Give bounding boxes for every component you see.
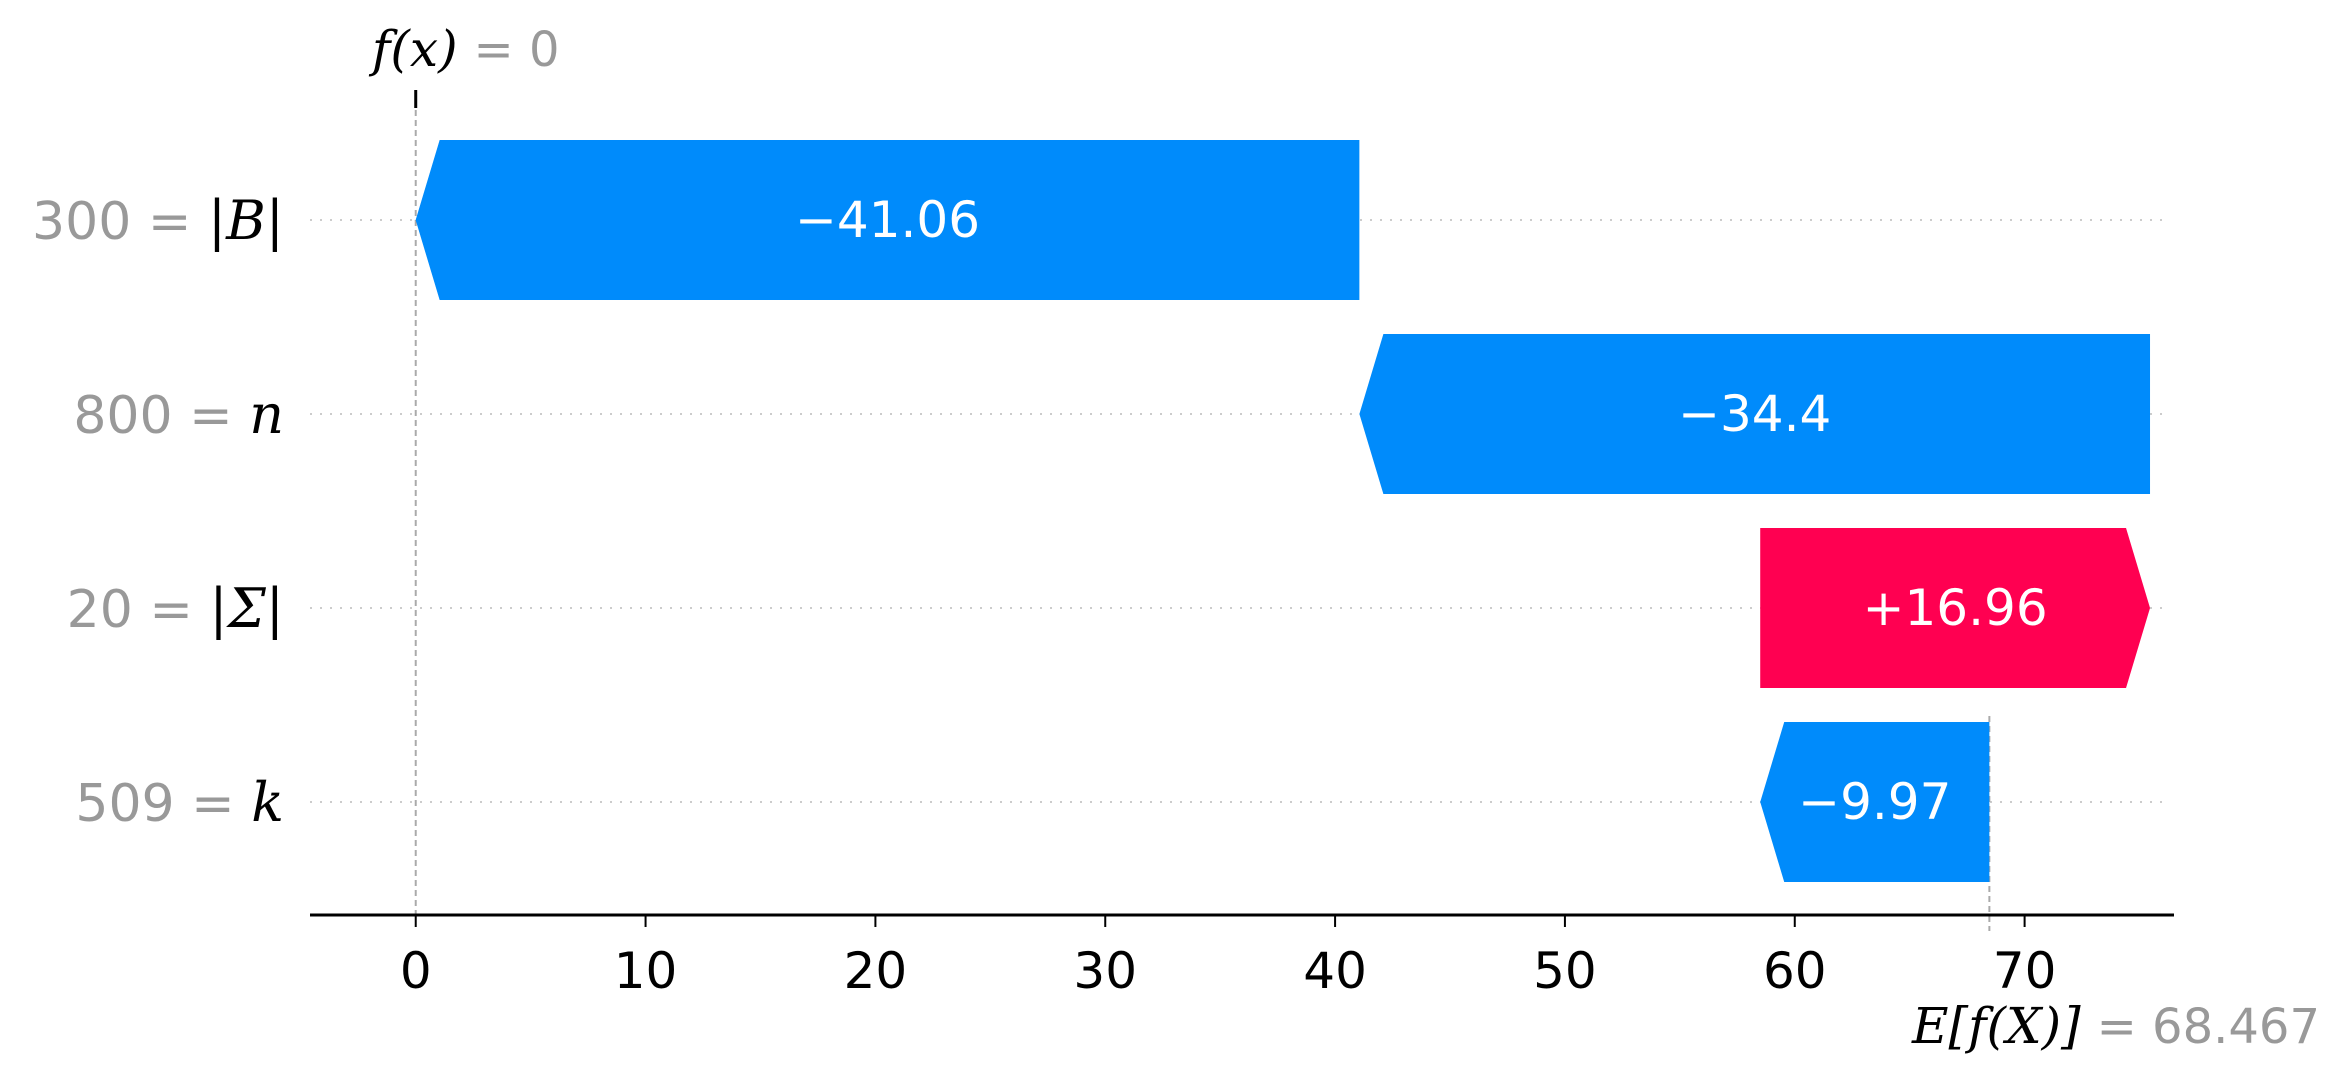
- bar-1: [415, 140, 1360, 300]
- feature-value-1: 300 =: [32, 192, 208, 252]
- base-value-annotation: E[f(X)] = 68.467: [1911, 997, 2320, 1055]
- feature-value-3: 20 =: [67, 580, 210, 640]
- output-value-annotation: f(x) = 0: [368, 20, 560, 78]
- bar-value-label-1: −41.06: [795, 191, 980, 249]
- x-tick-label-40: 40: [1303, 942, 1367, 1000]
- feature-labels: 300 = |B| 800 = n 20 = |Σ| 509 = k: [32, 189, 284, 834]
- x-tick-label-60: 60: [1763, 942, 1827, 1000]
- feature-value-2: 800 =: [73, 386, 249, 446]
- feature-name-3: |Σ|: [209, 577, 284, 640]
- feature-label-3: 20 = |Σ|: [67, 577, 284, 640]
- x-tick-label-70: 70: [1993, 942, 2057, 1000]
- x-tick-label-0: 0: [400, 942, 432, 1000]
- feature-label-1: 300 = |B|: [32, 189, 284, 252]
- feature-name-2: n: [249, 383, 284, 446]
- feature-value-4: 509 =: [75, 774, 251, 834]
- grid-layer: [310, 219, 2166, 803]
- x-tick-label-50: 50: [1533, 942, 1597, 1000]
- output-value-text: = 0: [474, 22, 560, 78]
- output-label: f(x): [368, 20, 474, 78]
- x-tick-label-20: 20: [844, 942, 908, 1000]
- x-tick-label-10: 10: [614, 942, 678, 1000]
- bar-value-label-3: +16.96: [1863, 579, 2048, 637]
- feature-name-4: k: [251, 771, 284, 834]
- feature-label-4: 509 = k: [75, 771, 284, 834]
- base-value-label: E[f(X)]: [1911, 997, 2097, 1055]
- bar-value-label-2: −34.4: [1678, 385, 1831, 443]
- x-tick-label-30: 30: [1073, 942, 1137, 1000]
- feature-name-1: |B|: [208, 189, 284, 252]
- base-value-text: = 68.467: [2097, 999, 2320, 1055]
- bars: −41.06 −34.4 +16.96 −9.97: [415, 140, 2151, 882]
- annotations: f(x) = 0 E[f(X)] = 68.467: [368, 20, 2320, 1055]
- bar-3: [1760, 528, 2151, 688]
- bar-4: [1760, 722, 1990, 882]
- x-axis: 0 10 20 30 40 50 60 70: [310, 913, 2174, 1000]
- feature-label-2: 800 = n: [73, 383, 284, 446]
- bar-2: [1359, 334, 2151, 494]
- bar-value-label-4: −9.97: [1798, 773, 1951, 831]
